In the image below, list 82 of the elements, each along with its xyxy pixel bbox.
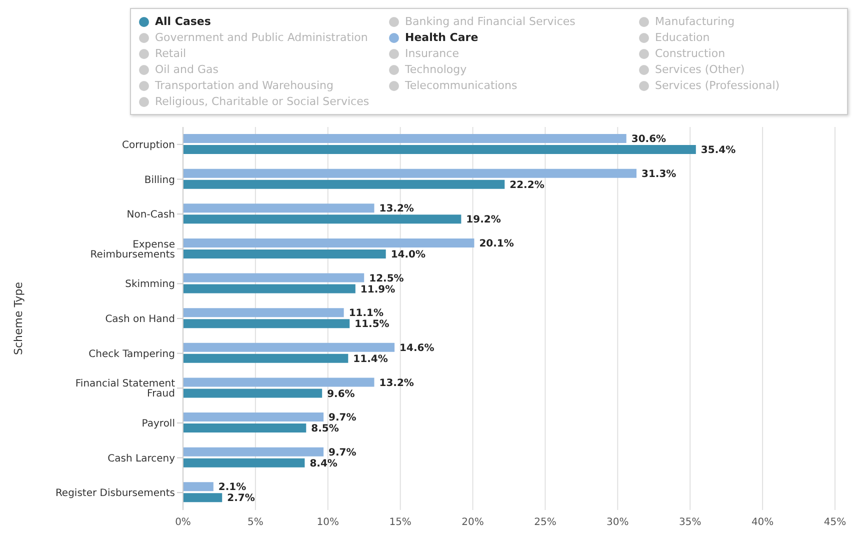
x-tick-label: 5% <box>248 517 264 528</box>
x-tick-label: 25% <box>534 517 556 528</box>
data-label: 9.7% <box>328 412 356 424</box>
x-tick-label: 35% <box>678 517 702 528</box>
legend-label: Services (Professional) <box>655 79 780 92</box>
y-tick-label: Payroll <box>142 418 175 430</box>
legend-label: Retail <box>155 47 186 60</box>
bar <box>183 204 374 213</box>
x-tick-label: 45% <box>824 517 846 528</box>
data-label: 19.2% <box>466 214 501 226</box>
y-tick-label: Cash Larceny <box>108 453 176 464</box>
bar <box>183 238 474 248</box>
y-tick-label: Skimming <box>125 279 175 290</box>
y-tick-label: Register Disbursements <box>55 488 175 500</box>
data-label: 13.2% <box>379 378 414 389</box>
bar <box>183 388 322 398</box>
bar <box>183 378 374 387</box>
legend-label: Education <box>655 31 710 44</box>
bar <box>183 308 344 318</box>
bar <box>183 319 350 328</box>
bar <box>183 168 636 178</box>
bar <box>183 134 626 143</box>
bar <box>183 458 305 468</box>
legend-label: All Cases <box>155 15 211 28</box>
y-tick-label: Corruption <box>122 140 175 151</box>
data-label: 8.4% <box>310 458 338 470</box>
y-tick-label: Financial Statement Fraud <box>75 378 176 400</box>
legend-label: Telecommunications <box>405 79 518 92</box>
bar <box>183 342 395 352</box>
legend-label: Manufacturing <box>655 15 735 28</box>
x-tick-label: 0% <box>175 517 191 528</box>
y-tick-label: Non-Cash <box>126 210 175 221</box>
data-label: 30.6% <box>631 134 666 146</box>
data-label: 2.7% <box>227 493 255 504</box>
data-label: 11.9% <box>360 284 396 296</box>
data-label: 2.1% <box>218 482 246 494</box>
legend-label: Technology <box>405 63 467 76</box>
bar <box>183 412 324 422</box>
x-tick-label: 15% <box>389 517 412 528</box>
data-label: 9.7% <box>328 447 356 458</box>
data-label: 14.6% <box>400 342 434 354</box>
legend-label: Religious, Charitable or Social Services <box>155 95 370 108</box>
legend-label: Banking and Financial Services <box>405 15 576 28</box>
bar <box>183 284 356 294</box>
legend-label: Government and Public Administration <box>155 31 368 44</box>
data-label: 11.1% <box>348 308 384 320</box>
bar <box>183 447 324 456</box>
bar <box>183 493 222 502</box>
data-label: 35.4% <box>700 145 736 156</box>
x-tick-label: 20% <box>462 517 484 528</box>
y-tick-label: Expense Reimbursements <box>90 239 175 260</box>
data-label: 11.4% <box>353 354 388 365</box>
legend-label: Services (Other) <box>655 63 745 76</box>
legend-label: Insurance <box>405 47 459 60</box>
data-label: 22.2% <box>510 180 544 191</box>
bar <box>183 249 386 258</box>
y-tick-label: Cash on Hand <box>105 314 175 326</box>
y-axis-title: Scheme Type <box>12 282 25 356</box>
bar <box>183 424 306 433</box>
legend-label: Construction <box>655 47 726 60</box>
data-label: 9.6% <box>327 388 355 400</box>
data-label: 31.3% <box>642 168 676 180</box>
bar <box>183 214 462 224</box>
legend-label: Oil and Gas <box>155 63 218 76</box>
x-tick-label: 40% <box>751 517 774 528</box>
bar <box>183 273 364 282</box>
legend-label: Health Care <box>405 31 478 44</box>
data-label: 14.0% <box>390 250 426 261</box>
data-label: 20.1% <box>479 238 514 250</box>
x-tick-label: 10% <box>316 517 340 528</box>
y-tick-label: Check Tampering <box>88 348 175 360</box>
bar <box>183 354 348 363</box>
data-label: 8.5% <box>311 424 339 435</box>
bar <box>183 482 214 492</box>
legend-label: Transportation and Warehousing <box>155 79 334 92</box>
bar <box>183 180 505 189</box>
data-label: 13.2% <box>379 204 414 215</box>
y-tick-label: Billing <box>144 174 175 186</box>
data-label: 12.5% <box>369 273 404 284</box>
x-tick-label: 30% <box>606 517 629 528</box>
bar <box>183 145 696 154</box>
data-label: 11.5% <box>354 319 390 330</box>
